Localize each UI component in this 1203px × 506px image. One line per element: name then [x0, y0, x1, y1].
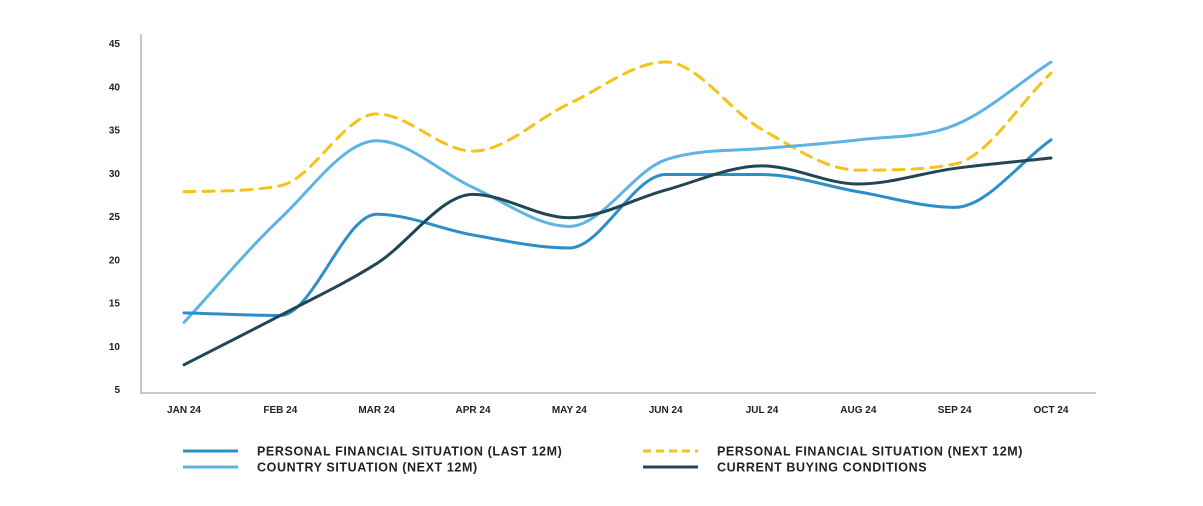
- legend-label: PERSONAL FINANCIAL SITUATION (LAST 12M): [257, 445, 562, 459]
- x-tick-label: AUG 24: [840, 405, 877, 416]
- series-layer: [182, 60, 1053, 367]
- x-tick-label: APR 24: [455, 405, 490, 416]
- x-tick-label: MAR 24: [358, 405, 395, 416]
- legend-label: PERSONAL FINANCIAL SITUATION (NEXT 12M): [717, 445, 1023, 459]
- legend-label: COUNTRY SITUATION (NEXT 12M): [257, 461, 478, 475]
- series-line-country-next: [182, 60, 1053, 324]
- x-tick-label: OCT 24: [1033, 405, 1068, 416]
- x-tick-label: JUL 24: [746, 405, 779, 416]
- axes: [140, 34, 1096, 394]
- y-tick-label: 10: [109, 342, 121, 353]
- legend-item-buying: CURRENT BUYING CONDITIONS: [643, 461, 927, 475]
- series-line-buying: [182, 156, 1053, 367]
- y-tick-label: 25: [109, 212, 121, 223]
- y-tick-label: 20: [109, 255, 121, 266]
- series-line-personal-last: [182, 138, 1053, 317]
- y-tick-label: 5: [114, 385, 120, 396]
- x-tick-label: JAN 24: [167, 405, 201, 416]
- x-tick-label: SEP 24: [938, 405, 972, 416]
- legend-item-personal-last: PERSONAL FINANCIAL SITUATION (LAST 12M): [183, 445, 562, 459]
- legend-item-country-next: COUNTRY SITUATION (NEXT 12M): [183, 461, 478, 475]
- y-tick-label: 15: [109, 299, 121, 310]
- y-axis-ticks: 5 10 15 20 25 30 35 40 45: [109, 39, 121, 396]
- x-axis-ticks: JAN 24 FEB 24 MAR 24 APR 24 MAY 24 JUN 24 JUL …: [167, 405, 1069, 416]
- x-tick-label: JUN 24: [649, 405, 683, 416]
- legend-label: CURRENT BUYING CONDITIONS: [717, 461, 927, 475]
- y-tick-label: 45: [109, 39, 121, 50]
- legend-item-personal-next: PERSONAL FINANCIAL SITUATION (NEXT 12M): [643, 445, 1023, 459]
- series-line-personal-next: [182, 60, 1053, 194]
- y-tick-label: 40: [109, 82, 121, 93]
- x-tick-label: FEB 24: [263, 405, 297, 416]
- legend: PERSONAL FINANCIAL SITUATION (LAST 12M) P…: [183, 445, 1023, 475]
- x-tick-label: MAY 24: [552, 405, 587, 416]
- y-tick-label: 30: [109, 169, 121, 180]
- y-tick-label: 35: [109, 126, 121, 137]
